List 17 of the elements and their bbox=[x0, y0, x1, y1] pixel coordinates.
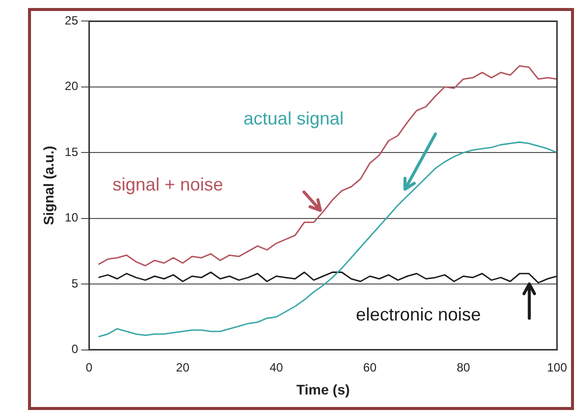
x-tick-label: 0 bbox=[86, 360, 93, 374]
x-tick-label: 60 bbox=[363, 360, 377, 374]
y-tick-label: 5 bbox=[71, 276, 78, 290]
y-tick-label: 20 bbox=[64, 79, 78, 94]
x-tick-label: 20 bbox=[176, 360, 190, 374]
y-tick-label: 10 bbox=[64, 210, 78, 225]
y-tick-label: 25 bbox=[64, 14, 78, 28]
series-label: electronic noise bbox=[356, 304, 481, 324]
text: actual signal bbox=[244, 108, 344, 129]
x-tick-label: 80 bbox=[456, 360, 470, 374]
x-tick-label: 100 bbox=[546, 360, 568, 374]
text: signal + noise bbox=[112, 174, 224, 194]
x-tick-label: 40 bbox=[270, 360, 284, 374]
y-axis-title: Signal (a.u.) bbox=[40, 146, 56, 226]
y-tick-label: 0 bbox=[71, 342, 78, 356]
x-axis-title: Time (s) bbox=[296, 381, 350, 398]
y-tick-label: 15 bbox=[64, 144, 78, 159]
